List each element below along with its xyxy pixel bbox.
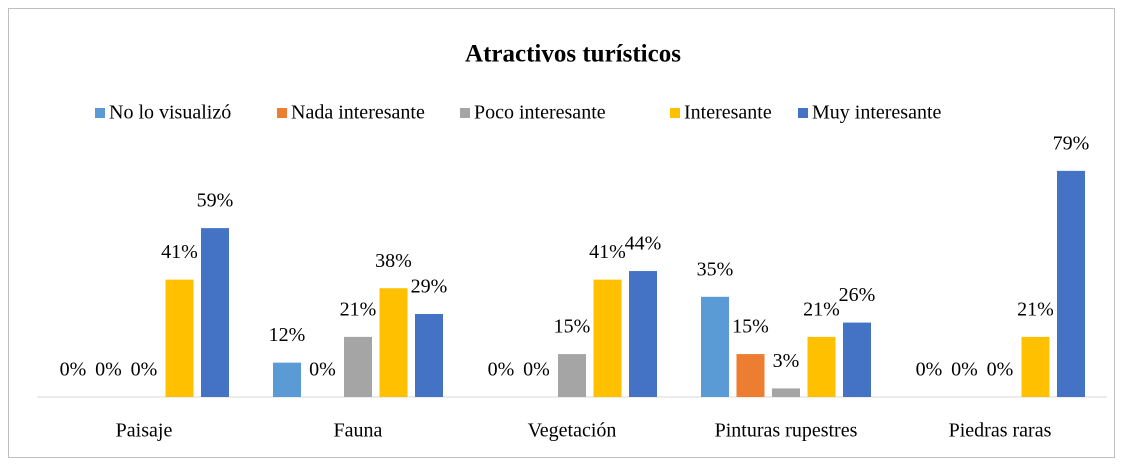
bar (629, 271, 657, 397)
value-label: 41% (161, 241, 198, 263)
value-label: 0% (309, 359, 336, 381)
x-tick-label: Fauna (334, 420, 383, 442)
value-label: 79% (1053, 132, 1090, 154)
legend-swatch (670, 108, 680, 118)
legend-label: Nada interesante (291, 102, 425, 124)
bar (201, 228, 229, 397)
bar (379, 288, 408, 397)
value-label: 26% (839, 284, 876, 306)
value-label: 0% (951, 359, 978, 381)
legend-swatch (460, 108, 470, 118)
value-label: 29% (411, 276, 448, 298)
legend-label: Poco interesante (474, 102, 606, 124)
value-label: 0% (523, 359, 550, 381)
bar (1057, 170, 1085, 397)
value-label: 0% (131, 359, 158, 381)
value-label: 41% (589, 241, 626, 263)
bar (807, 336, 836, 397)
x-tick-label: Piedras raras (949, 420, 1052, 442)
bar (165, 279, 194, 397)
bar (558, 354, 586, 397)
value-label: 0% (488, 359, 515, 381)
value-label: 3% (773, 350, 800, 372)
bar (772, 388, 800, 397)
value-label: 0% (987, 359, 1014, 381)
value-label: 15% (732, 316, 769, 338)
value-label: 12% (269, 324, 306, 346)
value-label: 21% (803, 298, 840, 320)
bar (415, 313, 443, 397)
bar (701, 296, 729, 397)
bar (736, 354, 765, 397)
value-label: 38% (375, 250, 412, 272)
bar (843, 322, 871, 397)
value-label: 15% (554, 316, 591, 338)
x-tick-label: Pinturas rupestres (715, 420, 858, 442)
bar (593, 279, 622, 397)
legend-swatch (277, 108, 287, 118)
bar (1021, 336, 1050, 397)
value-label: 44% (625, 233, 662, 255)
legend-label: Muy interesante (812, 102, 942, 124)
bar (273, 362, 301, 397)
legend-label: Interesante (684, 102, 772, 124)
value-label: 21% (340, 298, 377, 320)
value-label: 0% (95, 359, 122, 381)
legend-swatch (798, 108, 808, 118)
value-label: 0% (60, 359, 87, 381)
x-tick-label: Paisaje (116, 420, 173, 442)
bar (344, 336, 372, 397)
value-label: 21% (1017, 298, 1054, 320)
legend-label: No lo visualizó (109, 102, 231, 124)
legend-swatch (95, 108, 105, 118)
value-label: 59% (197, 190, 234, 212)
value-label: 35% (697, 258, 734, 280)
value-label: 0% (916, 359, 943, 381)
x-tick-label: Vegetación (528, 420, 617, 442)
chart-title: Atractivos turísticos (465, 41, 681, 68)
